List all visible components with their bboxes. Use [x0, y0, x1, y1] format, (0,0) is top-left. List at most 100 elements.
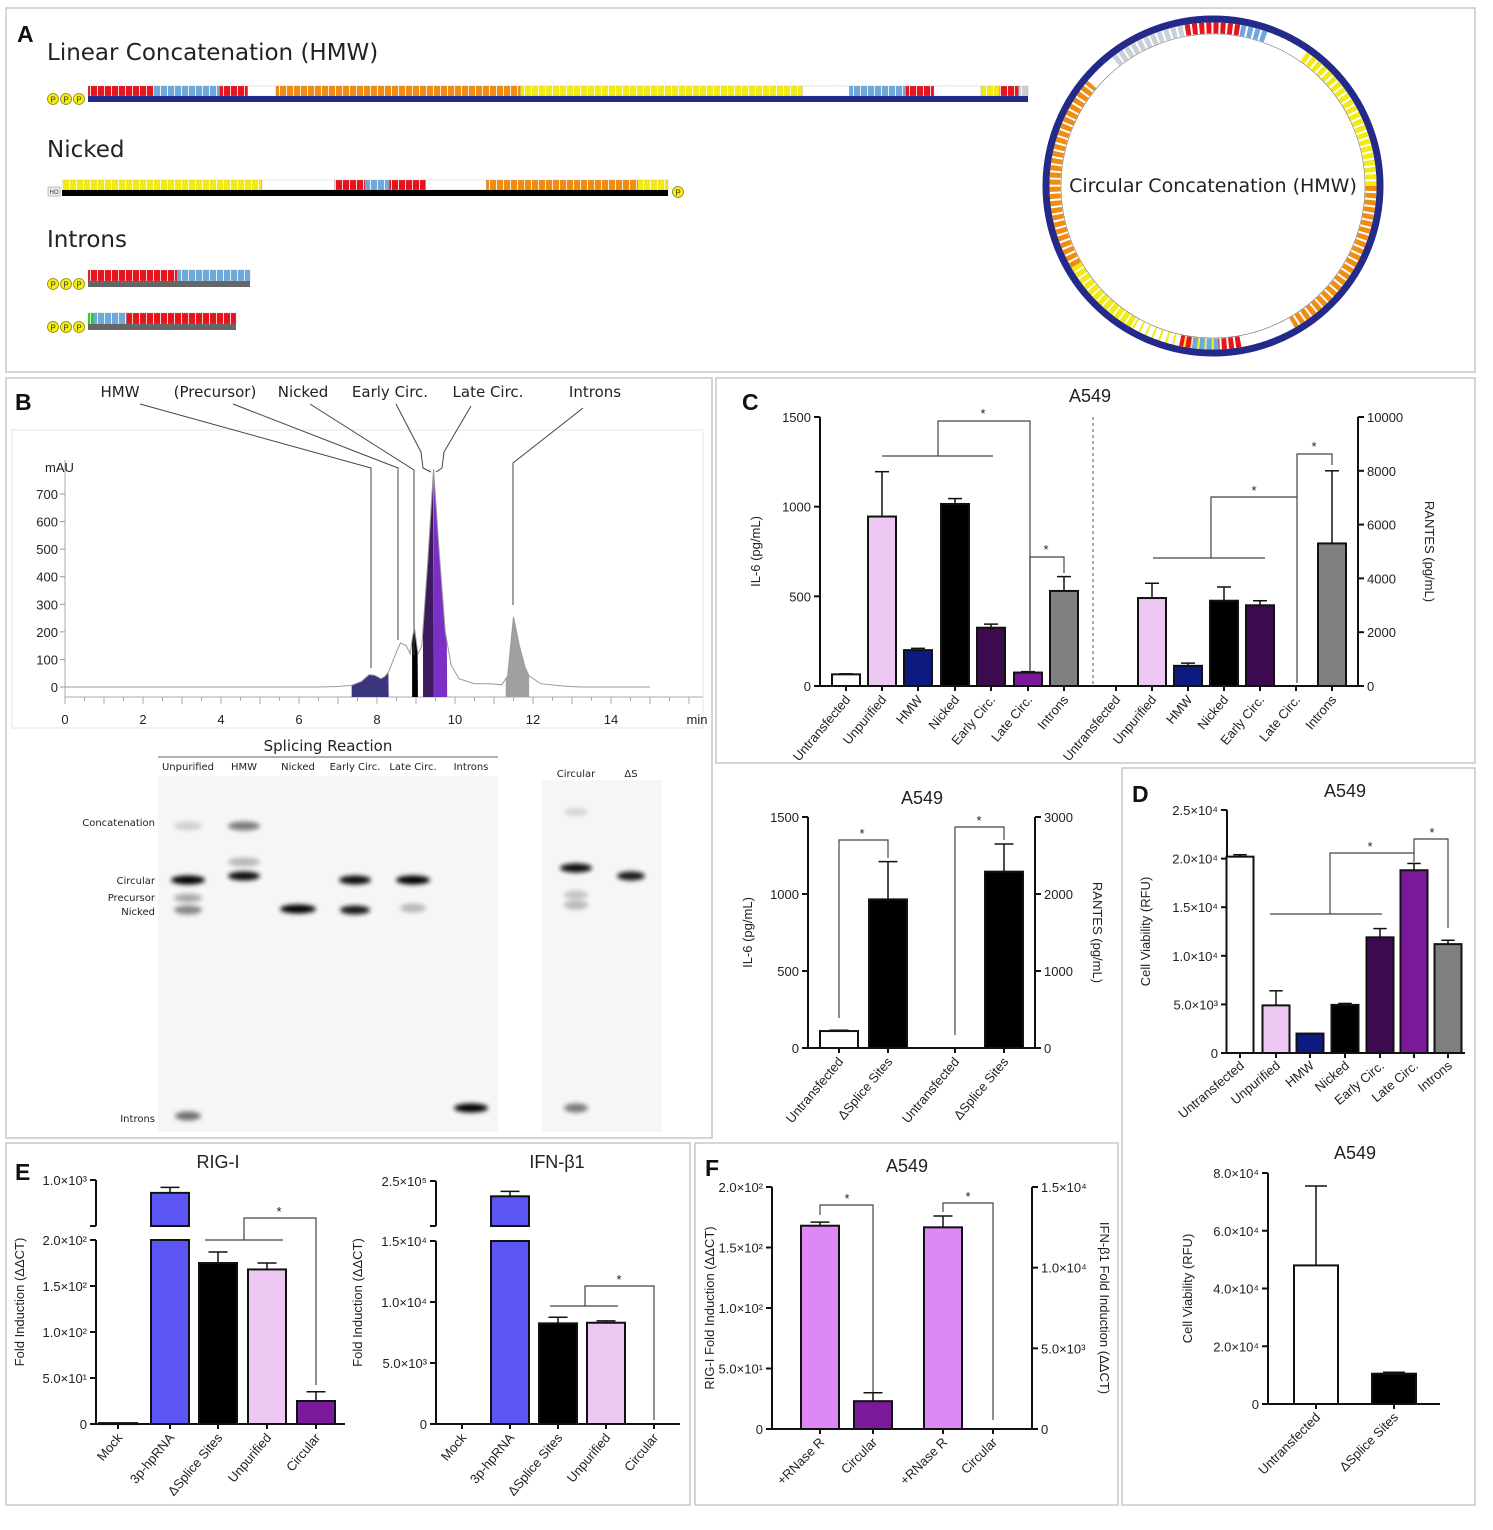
gel-band [174, 905, 202, 915]
x-tick-label: Circular [838, 1434, 881, 1477]
y-tick-label: 1.5×10⁴ [381, 1234, 427, 1249]
chart-title: A549 [901, 788, 943, 808]
significance-star: * [976, 813, 981, 828]
bar [853, 1400, 893, 1431]
panel-f-frame [694, 1142, 1119, 1506]
chart-title: A549 [886, 1156, 928, 1176]
significance-star: * [1367, 839, 1372, 854]
phosphate-label: P [675, 189, 680, 198]
y-tick-label: 1.0×10² [43, 1325, 88, 1340]
gel-band [564, 900, 588, 910]
gel-title: Splicing Reaction [264, 737, 393, 755]
chromatogram-peak [423, 475, 434, 697]
intron-strand-1 [87, 269, 251, 287]
gel-band-label: Introns [120, 1114, 155, 1125]
y-axis-title: Cell Viability (RFU) [1138, 877, 1153, 987]
significance-bracket [819, 1204, 874, 1392]
gel-band [400, 903, 426, 913]
phosphate-label: P [63, 281, 68, 290]
y-tick-label: 0 [804, 679, 811, 694]
y2-tick-label: 2000 [1044, 887, 1073, 902]
phosphate-icon: P [60, 278, 72, 290]
significance-bracket [838, 839, 889, 1018]
y2-axis-title: RANTES (pg/mL) [1422, 501, 1437, 602]
x-tick-label: 14 [604, 712, 618, 727]
x-tick-label: Unpurified [564, 1430, 614, 1485]
panel-b-frame [5, 377, 713, 1139]
bar [940, 502, 970, 687]
y-tick-label: 1500 [782, 410, 811, 425]
peak-label: Nicked [278, 383, 329, 401]
gel-band [340, 905, 370, 915]
peak-label: Early Circ. [352, 383, 428, 401]
y-tick-label: 1.0×10⁴ [1172, 949, 1218, 964]
peak-label: Late Circ. [453, 383, 524, 401]
significance-star: * [276, 1204, 281, 1219]
significance-bracket [550, 1285, 655, 1420]
x-tick-label: Unpurified [225, 1430, 275, 1485]
y-tick-label: 0 [51, 680, 58, 695]
x-tick-label: 10 [448, 712, 462, 727]
bar [976, 626, 1006, 688]
f-rnase-r-chart: 0 5.0×10¹ 1.0×10² 1.5×10² 2.0×10² 0 5.0×10³ 1.0… [702, 1156, 1112, 1488]
hydroxyl-label: HO [50, 190, 59, 196]
y-tick-label: 4.0×10⁴ [1213, 1282, 1259, 1297]
bar [1293, 1264, 1339, 1406]
peak-leader-line [395, 403, 432, 473]
significance-bracket [1413, 838, 1449, 928]
gel-band [564, 890, 588, 900]
d-viability-chart: 05.0×10³1.0×10⁴1.5×10⁴2.0×10⁴2.5×10⁴Untr… [1138, 781, 1465, 1121]
x-tick-label: HMW [1163, 692, 1196, 727]
x-tick-label: 2 [139, 712, 146, 727]
nicked-strand [61, 179, 669, 196]
bar [150, 1239, 190, 1425]
splicing-gel: Splicing Reaction Unpurified HMW Nicked Earl… [82, 737, 662, 1132]
peak-leader-line [512, 407, 584, 605]
chromatogram: 0 100 200 300 400 500 600 700 0 2 4 6 8 10 12 14 mAU min H… [36, 383, 707, 727]
phosphate-label: P [50, 324, 55, 333]
y-tick-label: 2.5×10⁴ [1172, 803, 1218, 818]
y2-tick-label: 0 [1044, 1041, 1051, 1056]
chromatogram-peak [351, 672, 389, 697]
chart-title: A549 [1069, 386, 1111, 406]
significance-bracket [882, 420, 1031, 672]
bar [1261, 1004, 1291, 1055]
y-tick-label: 0 [420, 1417, 427, 1432]
significance-bracket [205, 1217, 317, 1385]
gel-lane-label: Introns [454, 762, 489, 773]
phosphate-label: P [63, 324, 68, 333]
gel-band [564, 807, 588, 817]
significance-bracket [954, 826, 1005, 1035]
phosphate-label: P [76, 324, 81, 333]
gel-lane-label: Unpurified [162, 762, 214, 773]
y2-tick-label: 0 [1367, 679, 1374, 694]
significance-bracket [1296, 453, 1333, 497]
peak-label: HMW [100, 383, 139, 401]
y2-tick-label: 8000 [1367, 464, 1396, 479]
peak-leader-line [232, 403, 399, 640]
phosphate-icon: P [60, 321, 72, 333]
bar [1209, 599, 1239, 687]
x-tick-label: Nicked [925, 692, 962, 732]
x-tick-label: Untransfected [790, 692, 854, 764]
y-tick-label: 5.0×10³ [383, 1356, 428, 1371]
nicked-title: Nicked [47, 137, 125, 163]
gel-band [454, 1103, 488, 1113]
y2-tick-label: 10000 [1367, 410, 1403, 425]
y-tick-label: 1.5×10⁴ [1172, 900, 1218, 915]
x-axis-unit: min [687, 712, 708, 727]
bar [1173, 664, 1203, 688]
y-tick-label: 8.0×10⁴ [1213, 1166, 1259, 1181]
bar [1013, 671, 1043, 687]
gel-lane-label: Late Circ. [389, 762, 436, 773]
y-tick-label: 100 [36, 652, 58, 667]
panel-label-b: B [15, 389, 32, 415]
significance-bracket [942, 1202, 994, 1420]
y-tick-label: 500 [789, 589, 811, 604]
bar [490, 1240, 530, 1425]
significance-bracket [1029, 556, 1065, 672]
gel-lane-label: HMW [231, 762, 257, 773]
chromatogram-frame [11, 429, 704, 729]
bar [296, 1400, 336, 1425]
x-tick-label: HMW [893, 692, 926, 727]
